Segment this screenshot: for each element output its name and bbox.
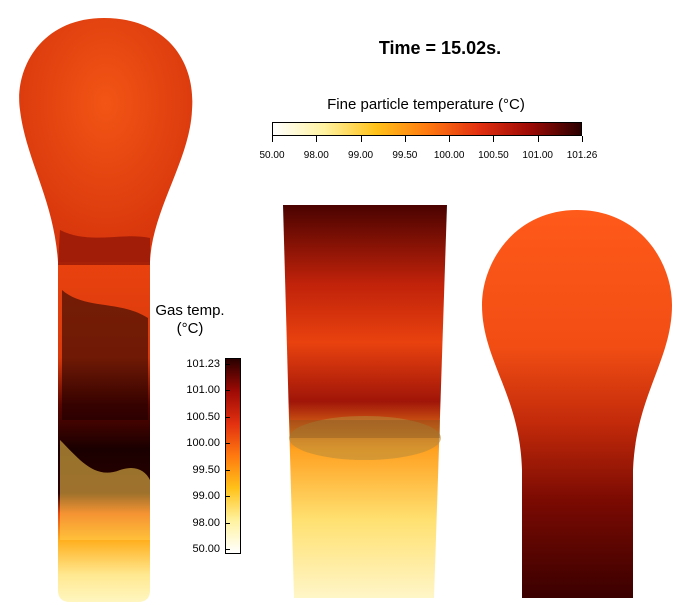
fine-tick-label: 101.00 [522,150,553,161]
time-title: Time = 15.02s. [378,38,502,58]
fine-tick-label: 50.00 [259,150,285,161]
fine-tick-label: 101.26 [566,150,598,161]
left-riser-view [19,18,193,602]
fine-tick-label: 100.50 [478,150,509,161]
gas-colorbar-label: Gas temp. (°C) [150,302,230,338]
gas-tick-label: 100.00 [186,437,220,450]
fine-tick-mark [272,136,273,142]
gas-tick-label: 101.00 [186,384,220,397]
fine-colorbar [272,122,582,136]
fine-tick-mark [493,136,495,142]
fine-tick-mark [316,136,318,142]
gas-tick-label: 100.50 [186,410,220,423]
gas-label-line1: Gas temp. [155,302,225,319]
fine-colorbar-ticks: 50.00 98.00 99.00 99.50 100.00 100.50 101.00 10… [250,150,610,164]
middle-section-view [283,205,447,598]
gas-colorbar [225,358,241,554]
right-bulb-view [482,210,672,598]
gas-tick-label: 99.00 [192,490,220,503]
gas-tick-label: 98.00 [192,516,220,529]
fine-tick-label: 99.50 [392,150,418,161]
fine-tick-mark [582,136,583,142]
fine-colorbar-label: Fine particle temperature (°C) [327,96,525,113]
fine-tick-label: 100.00 [433,150,465,161]
fine-tick-mark [449,136,451,142]
gas-tick-mark [225,364,230,365]
gas-tick-mark [225,443,230,445]
fine-tick-mark [360,136,362,142]
fine-tick-label: 99.00 [348,150,374,161]
fine-tick-mark [404,136,406,142]
gas-tick-label: 99.50 [192,463,220,476]
gas-label-line2: (°C) [176,320,204,337]
gas-tick-mark [225,469,230,471]
fine-tick-mark [537,136,539,142]
gas-tick-mark [225,522,230,524]
gas-tick-label: 50.00 [192,543,220,555]
gas-tick-mark [225,496,230,498]
gas-tick-mark [225,416,230,418]
fine-tick-label: 98.00 [303,150,329,161]
gas-tick-mark [225,390,230,392]
gas-tick-label: 101.23 [186,358,220,370]
gas-tick-mark [225,549,230,550]
